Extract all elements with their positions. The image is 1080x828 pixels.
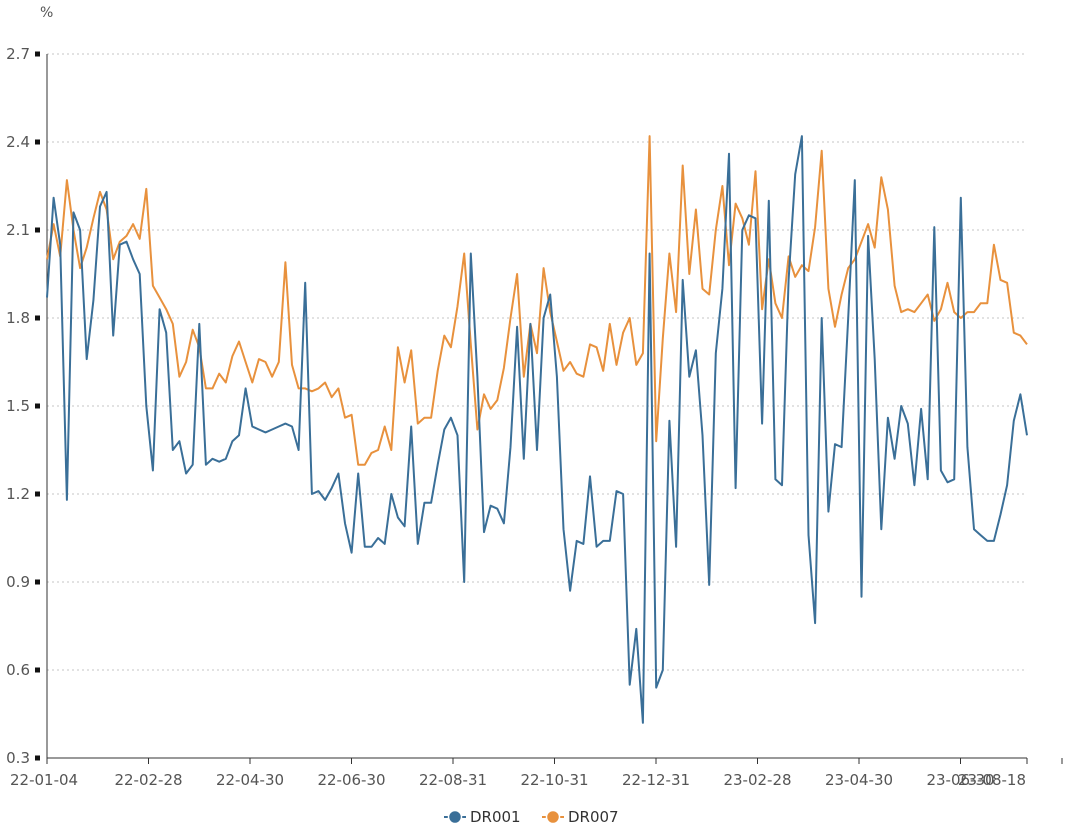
y-tick-label: 1.8 [6, 309, 30, 327]
y-tick-mark [35, 51, 40, 57]
y-tick-mark [35, 579, 40, 585]
x-tick-label: 23-06-30 [926, 771, 994, 789]
x-tick-label: 23-02-28 [723, 771, 791, 789]
legend-label: DR007 [568, 808, 619, 826]
y-tick-mark [35, 491, 40, 497]
x-tick-label: 22-06-30 [317, 771, 385, 789]
series-line-dr001 [46, 135, 1028, 724]
legend-item-dr001[interactable]: DR001 [444, 808, 521, 826]
y-tick-label: 1.5 [6, 397, 30, 415]
y-axis-unit-label: % [40, 5, 53, 21]
legend-item-dr007[interactable]: DR007 [542, 808, 619, 826]
series-line-dr007 [46, 135, 1028, 466]
legend[interactable]: DR001 DR007 [444, 808, 619, 826]
legend-swatch-marker [545, 809, 561, 825]
legend-label: DR001 [470, 808, 521, 826]
y-tick-label: 2.7 [6, 45, 30, 63]
y-tick-mark [35, 403, 40, 409]
y-tick-label: 0.3 [6, 749, 30, 767]
y-tick-label: 1.2 [6, 485, 30, 503]
x-axis-ticks: 22-01-04 22-02-28 22-04-30 22-06-30 22-08-31… [10, 758, 1063, 789]
x-tick-label: 22-12-31 [622, 771, 690, 789]
x-tick-label: 22-02-28 [114, 771, 182, 789]
legend-swatch-marker [447, 809, 463, 825]
y-tick-label: 2.1 [6, 221, 30, 239]
y-tick-mark [35, 755, 40, 761]
x-tick-label: 23-04-30 [825, 771, 893, 789]
y-tick-mark [35, 139, 40, 145]
y-tick-mark [35, 667, 40, 673]
x-tick-label: 22-01-04 [10, 771, 78, 789]
series-lines [46, 135, 1028, 724]
x-tick-label: 22-10-31 [520, 771, 588, 789]
y-tick-mark [35, 227, 40, 233]
gridlines [47, 53, 1027, 671]
x-tick-label: 22-08-31 [419, 771, 487, 789]
x-tick-label: 22-04-30 [216, 771, 284, 789]
y-axis-ticks: 0.3 0.6 0.9 1.2 1.5 1.8 2.1 2.4 2.7 [6, 45, 40, 767]
y-tick-label: 2.4 [6, 133, 30, 151]
y-tick-label: 0.9 [6, 573, 30, 591]
y-tick-label: 0.6 [6, 661, 30, 679]
x-tick-label: 23-08-18 [958, 771, 1026, 789]
y-tick-mark [35, 315, 40, 321]
